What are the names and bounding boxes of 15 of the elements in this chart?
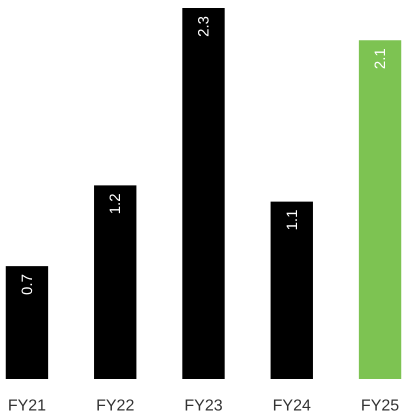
x-tick-label: FY23: [184, 398, 223, 414]
bar: [94, 185, 136, 379]
data-label: 2.1: [372, 48, 390, 70]
x-tick-label: FY22: [96, 398, 134, 414]
x-tick-label: FY24: [272, 398, 311, 414]
x-tick-label: FY25: [360, 398, 400, 414]
bar: [182, 8, 225, 379]
bar: [270, 202, 313, 379]
bar: [358, 40, 402, 379]
data-label: 1.2: [107, 193, 124, 214]
data-label: 1.1: [284, 210, 301, 230]
data-label: 0.7: [18, 274, 36, 295]
x-tick-label: FY21: [8, 398, 46, 414]
bar: [6, 266, 48, 379]
data-label: 2.3: [196, 16, 212, 37]
